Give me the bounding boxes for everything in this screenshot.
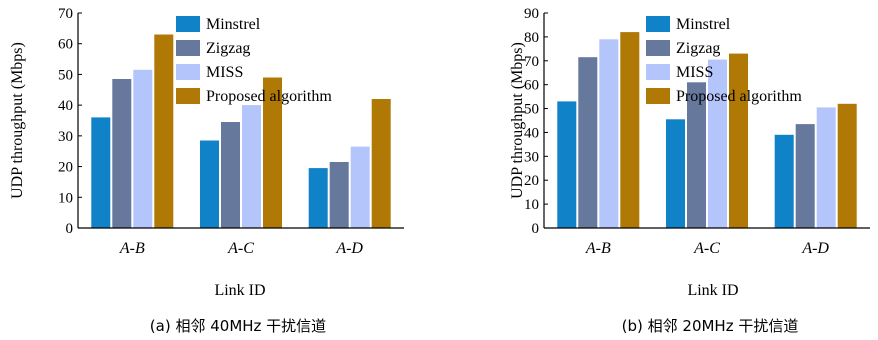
chart-caption: (a) 相邻 40MHz 干扰信道 <box>150 317 326 335</box>
y-tick-label: 60 <box>58 37 73 53</box>
chart-b: 0 10 20 30 40 50 60 70 80 90 A-B A-C A-D UDP throughp… <box>509 6 870 335</box>
y-tick-label: 70 <box>524 54 539 70</box>
y-tick-label: 30 <box>524 149 539 165</box>
legend-swatch <box>176 40 200 56</box>
legend-swatch <box>176 16 200 32</box>
bar-zigzag-a-b <box>578 57 598 229</box>
y-tick-label: 50 <box>58 67 73 83</box>
legend-swatch <box>646 88 670 104</box>
bar-minstrel-a-b <box>557 101 577 228</box>
legend-swatch <box>646 16 670 32</box>
legend-label: Minstrel <box>676 16 731 33</box>
bar-proposed-algorithm-a-d <box>371 99 391 228</box>
bar-zigzag-a-d <box>329 162 349 228</box>
legend-swatch <box>646 40 670 56</box>
legend-label: Zigzag <box>206 40 250 57</box>
y-tick-label: 30 <box>58 129 73 145</box>
x-axis-title: Link ID <box>214 282 265 299</box>
x-tick-label: A-B <box>585 240 611 257</box>
y-tick-label: 20 <box>524 173 539 189</box>
x-tick-label: A-D <box>801 240 829 257</box>
legend-label: Minstrel <box>206 16 261 33</box>
bar-minstrel-a-d <box>308 168 328 228</box>
y-tick-label: 80 <box>524 30 539 46</box>
x-tick-label: A-C <box>227 240 254 257</box>
bar-proposed-algorithm-a-b <box>620 32 640 228</box>
bar-minstrel-a-c <box>666 119 685 228</box>
y-tick-label: 0 <box>532 221 540 237</box>
y-tick-label: 70 <box>58 6 73 22</box>
y-tick-label: 20 <box>58 160 73 176</box>
chart-caption: (b) 相邻 20MHz 干扰信道 <box>622 317 799 335</box>
y-axis-title: UDP throughput (Mbps) <box>9 42 26 199</box>
legend: Minstrel Zigzag MISS Proposed algorithm <box>176 16 332 105</box>
bar-minstrel-a-b <box>91 117 111 228</box>
y-tick-label: 60 <box>524 78 539 94</box>
bar-proposed-algorithm-a-b <box>154 34 174 228</box>
bar-miss-a-b <box>599 39 619 228</box>
y-tick-label: 10 <box>524 197 539 213</box>
bar-minstrel-a-c <box>200 140 219 228</box>
bar-proposed-algorithm-a-d <box>837 103 857 228</box>
bar-miss-a-d <box>350 146 370 228</box>
bar-zigzag-a-b <box>112 79 132 228</box>
y-tick-label: 40 <box>524 125 539 141</box>
x-axis-title: Link ID <box>687 282 738 299</box>
legend-label: Proposed algorithm <box>676 88 802 105</box>
bar-miss-a-c <box>708 59 727 228</box>
chart-a: 0 10 20 30 40 50 60 70 A-B A-C A-D UDP throughput (… <box>9 6 404 335</box>
y-tick-label: 90 <box>524 6 539 22</box>
x-tick-label: A-D <box>335 240 363 257</box>
legend-label: Proposed algorithm <box>206 88 332 105</box>
legend-swatch <box>646 64 670 80</box>
legend-swatch <box>176 88 200 104</box>
bar-miss-a-b <box>133 69 153 228</box>
bar-zigzag-a-c <box>221 122 240 228</box>
x-tick-label: A-B <box>119 240 145 257</box>
bar-zigzag-a-c <box>687 82 706 228</box>
legend-swatch <box>176 64 200 80</box>
y-tick-label: 0 <box>66 221 74 237</box>
y-tick-label: 40 <box>58 98 73 114</box>
x-tick-label: A-C <box>693 240 720 257</box>
bar-miss-a-c <box>242 105 261 228</box>
y-tick-label: 10 <box>58 190 73 206</box>
bar-minstrel-a-d <box>774 134 794 228</box>
bar-proposed-algorithm-a-c <box>729 53 748 228</box>
y-axis-title: UDP throughput (Mbps) <box>509 42 526 199</box>
legend: Minstrel Zigzag MISS Proposed algorithm <box>646 16 802 105</box>
y-tick-label: 50 <box>524 102 539 118</box>
bar-miss-a-d <box>816 107 836 228</box>
bar-proposed-algorithm-a-c <box>263 77 282 228</box>
legend-label: MISS <box>676 64 713 81</box>
legend-label: Zigzag <box>676 40 720 57</box>
bar-zigzag-a-d <box>795 124 815 228</box>
legend-label: MISS <box>206 64 243 81</box>
